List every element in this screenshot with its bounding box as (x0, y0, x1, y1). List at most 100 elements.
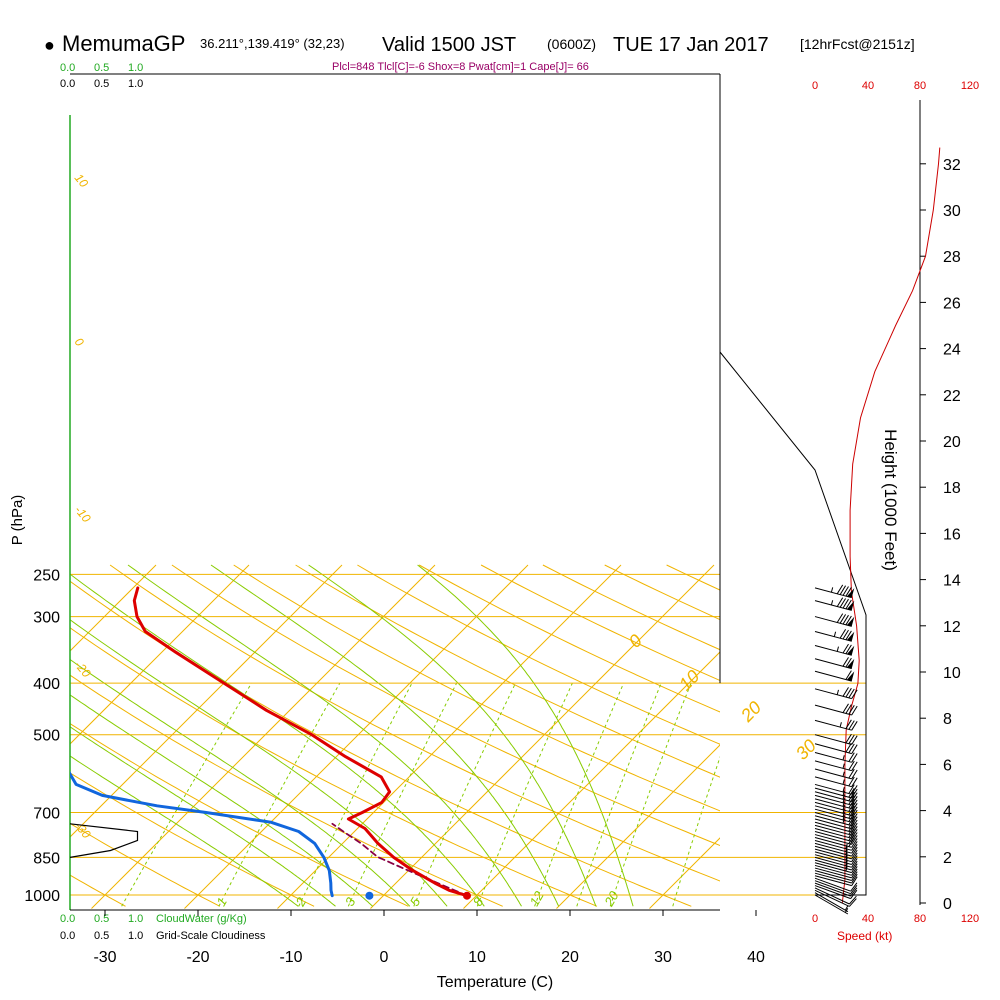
wind-barb-feather (845, 657, 852, 668)
cw-bottom-title: CloudWater (g/Kg) (156, 913, 247, 925)
x-tick-label: -30 (93, 949, 116, 966)
mixing-ratio-line (347, 682, 458, 907)
mixing-ratio-label: 3 (342, 894, 359, 908)
wind-barb (814, 584, 855, 599)
height-tick-label: 8 (943, 711, 952, 728)
wind-barb-half-feather (842, 771, 845, 777)
wind-barb-flag (846, 645, 855, 656)
wind-barb-half-feather (842, 794, 845, 800)
dry-adiabat-label: -10 (72, 503, 94, 526)
wind-barb-staff (814, 801, 852, 813)
wind-barb-feather (851, 753, 858, 763)
height-tick-label: 26 (943, 295, 961, 312)
wind-barb-half-feather (842, 763, 845, 769)
wind-barb-staff (814, 812, 852, 823)
cloudwater-scale-bottom: 0.0 0.5 1.0 CloudWater (g/Kg) 0.0 0.5 1.… (60, 913, 266, 942)
speed-bottom-40: 40 (862, 913, 874, 925)
mixing-ratio-line (609, 682, 692, 907)
dry-adiabat-line (70, 772, 315, 907)
header-coords: 36.211°,139.419° (32,23) (200, 36, 345, 51)
dry-adiabat-line (790, 565, 1000, 906)
wind-barb (814, 742, 858, 755)
wind-barb-feather (851, 858, 858, 868)
wind-barb (814, 805, 858, 817)
cw-bottom-2: 1.0 (128, 913, 143, 925)
wind-barb-staff (814, 831, 852, 842)
x-tick-label: 30 (654, 949, 672, 966)
wind-barb-feather (851, 822, 858, 833)
wind-barb-half-feather (830, 587, 834, 593)
speed-bottom-120: 120 (961, 913, 979, 925)
wind-barb-staff (814, 776, 852, 788)
surface-dewpoint-dot (365, 891, 374, 900)
wind-barb-feather (842, 614, 849, 625)
wind-barb-feather (845, 670, 852, 680)
height-tick-label: 30 (943, 203, 961, 220)
wind-barb-feather (851, 809, 858, 820)
wind-barb-staff (814, 600, 852, 611)
mixing-ratio-label: 20 (601, 888, 622, 910)
wind-barb-feather (845, 719, 852, 729)
wind-barb-staff (814, 587, 852, 599)
wind-barb (814, 872, 858, 884)
wind-barb-feather (850, 882, 858, 892)
wind-barb-feather (848, 812, 855, 822)
wind-barb-staff (814, 864, 852, 876)
height-tick-label: 12 (943, 619, 961, 636)
dry-adiabat-line (70, 674, 503, 907)
sounding-profiles (70, 586, 471, 900)
dry-adiabat-line (70, 822, 221, 907)
wind-barb-feather (848, 688, 855, 699)
isotherm-label: 20 (736, 697, 765, 726)
height-tick-label: 16 (943, 526, 961, 543)
wind-barb-half-feather (842, 811, 845, 817)
dry-adiabat-line (109, 564, 720, 882)
wind-barb-staff (814, 688, 852, 700)
speed-top-0: 0 (812, 80, 818, 92)
cw-top-0: 0.0 (60, 62, 75, 74)
wind-barb-feather (851, 721, 858, 731)
wind-barb-feather (842, 643, 849, 654)
mixing-ratio-line (298, 682, 413, 907)
wind-barb-feather (848, 791, 855, 802)
header-fcst: [12hrFcst@2151z] (800, 36, 915, 52)
wind-barb-feather (848, 743, 855, 754)
wind-barb (814, 864, 858, 876)
wind-barb-feather (839, 598, 847, 608)
wind-barb (814, 889, 857, 907)
wind-barb-feather (845, 630, 852, 641)
wind-barb (814, 768, 858, 780)
wind-barb-staff (814, 882, 851, 897)
wind-barb-feather (839, 629, 847, 639)
wind-barb-feather (851, 705, 858, 716)
wind-barb-feather (836, 597, 844, 607)
wind-barb-staff (814, 892, 849, 913)
speed-scale: 0 40 80 120 0 40 80 120 Speed (kt) (812, 80, 979, 943)
wind-barb-feather (848, 805, 855, 816)
wind-barb-feather (845, 687, 852, 698)
wind-barb-feather (851, 761, 858, 771)
speed-top-80: 80 (914, 80, 926, 92)
wind-barb (814, 687, 858, 700)
wind-barb-feather (836, 613, 844, 623)
wind-barb-feather (849, 898, 857, 907)
wind-barb-half-feather (842, 804, 845, 811)
wind-barb-staff (814, 798, 852, 810)
wind-barb-staff (814, 658, 852, 670)
wind-barb-staff (814, 837, 852, 848)
height-tick-label: 0 (943, 896, 952, 913)
dry-adiabat-line (852, 565, 1000, 906)
wind-barb-feather (851, 871, 858, 881)
wind-panel (719, 147, 941, 915)
wind-barb-feather (851, 866, 858, 876)
cw-bottom-1: 0.5 (94, 913, 109, 925)
wind-barb-staff (814, 734, 852, 745)
cl-bottom-2: 1.0 (128, 930, 143, 942)
wind-barb-feather (851, 876, 858, 886)
wind-barb (814, 812, 858, 823)
stability-indices: Plcl=848 Tlcl[C]=-6 Shox=8 Pwat[cm]=1 Ca… (332, 61, 589, 73)
wind-barb-feather (845, 733, 852, 744)
wind-barb (814, 783, 858, 795)
